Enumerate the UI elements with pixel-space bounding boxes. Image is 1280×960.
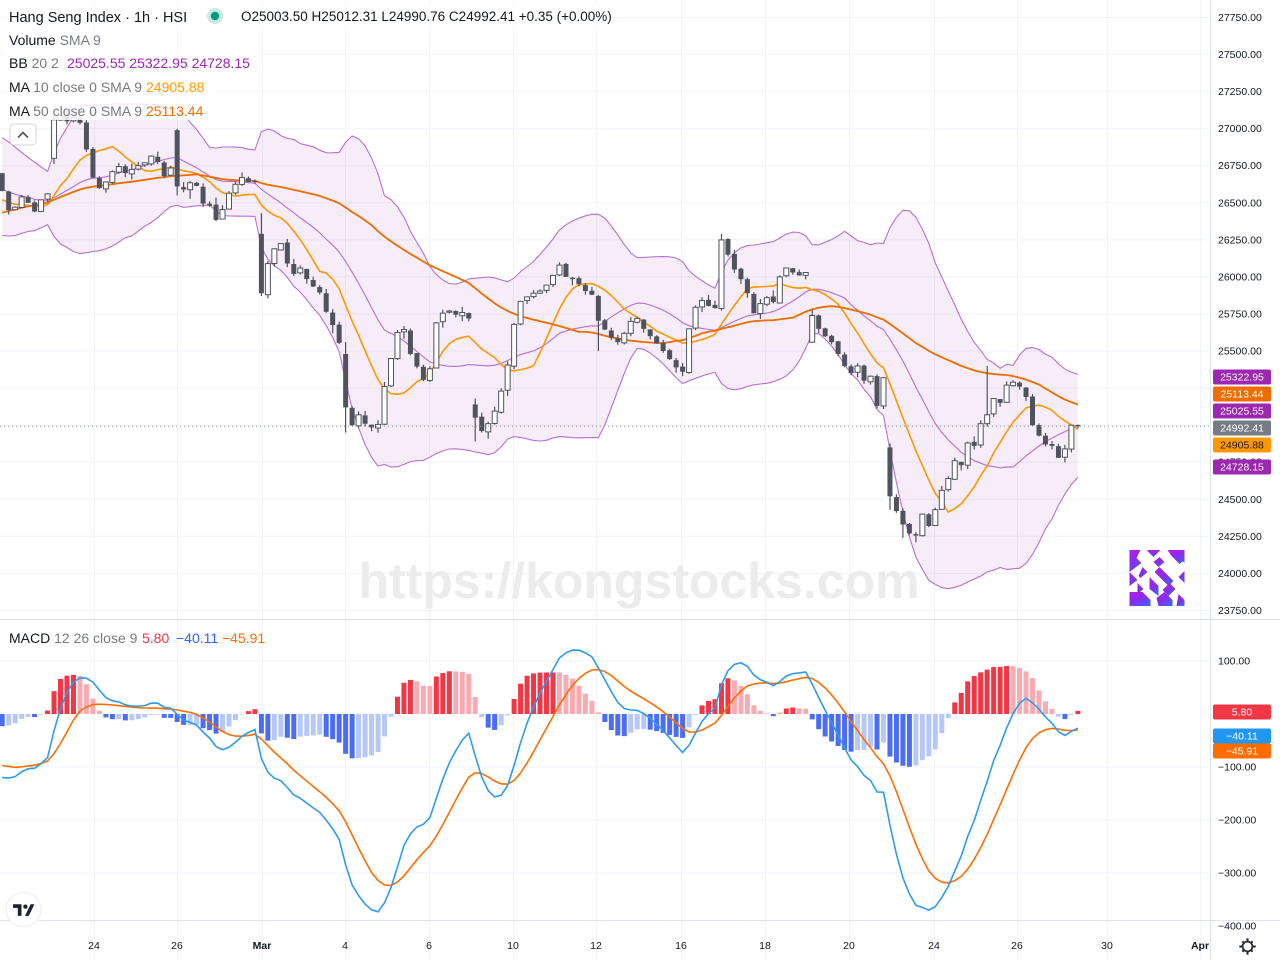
svg-text:5.80: 5.80 [142, 630, 169, 646]
svg-text:−45.91: −45.91 [222, 630, 265, 646]
svg-text:O25003.50 H25012.31 L24990.76: O25003.50 H25012.31 L24990.76 C24992.41 … [241, 9, 612, 24]
svg-text:24: 24 [88, 940, 100, 952]
svg-text:−40.11: −40.11 [1226, 731, 1258, 743]
svg-text:25113.44: 25113.44 [146, 103, 204, 119]
svg-text:26500.00: 26500.00 [1218, 197, 1262, 209]
svg-text:23750.00: 23750.00 [1218, 605, 1262, 617]
svg-text:25113.44: 25113.44 [1220, 389, 1263, 401]
svg-text:Hang Seng Index · 1h · HSI: Hang Seng Index · 1h · HSI [9, 10, 187, 26]
svg-text:27000.00: 27000.00 [1218, 123, 1262, 135]
svg-text:−100.00: −100.00 [1218, 762, 1256, 774]
svg-text:MA 10 close 0 SMA 9: MA 10 close 0 SMA 9 [9, 79, 142, 95]
svg-text:Mar: Mar [253, 940, 272, 952]
svg-text:https://kongstocks.com: https://kongstocks.com [358, 553, 919, 609]
svg-text:27250.00: 27250.00 [1218, 86, 1262, 98]
svg-text:16: 16 [675, 940, 687, 952]
svg-text:−300.00: −300.00 [1218, 868, 1256, 880]
svg-text:24000.00: 24000.00 [1218, 568, 1262, 580]
svg-text:−40.11: −40.11 [176, 630, 218, 646]
svg-text:−200.00: −200.00 [1218, 815, 1256, 827]
svg-text:24905.88: 24905.88 [146, 79, 205, 95]
svg-text:25025.55 25322.95 24728.15: 25025.55 25322.95 24728.15 [67, 55, 250, 71]
svg-text:−45.91: −45.91 [1226, 746, 1259, 758]
svg-text:100.00: 100.00 [1218, 656, 1250, 668]
svg-text:24992.41: 24992.41 [1220, 423, 1264, 435]
svg-text:26250.00: 26250.00 [1218, 234, 1262, 246]
svg-text:−400.00: −400.00 [1218, 921, 1256, 933]
svg-text:MA 50 close 0 SMA 9: MA 50 close 0 SMA 9 [9, 103, 142, 119]
svg-text:5.80: 5.80 [1232, 707, 1253, 719]
svg-text:27750.00: 27750.00 [1218, 12, 1262, 24]
svg-text:24905.88: 24905.88 [1220, 440, 1264, 452]
svg-text:30: 30 [1101, 940, 1113, 952]
svg-text:Volume SMA 9: Volume SMA 9 [9, 32, 101, 48]
svg-text:10: 10 [507, 940, 519, 952]
svg-text:27500.00: 27500.00 [1218, 49, 1262, 61]
svg-text:24250.00: 24250.00 [1218, 531, 1262, 543]
svg-text:6: 6 [426, 940, 432, 952]
svg-text:26750.00: 26750.00 [1218, 160, 1262, 172]
svg-text:BB 20 2: BB 20 2 [9, 55, 59, 71]
svg-text:25025.55: 25025.55 [1220, 406, 1264, 418]
svg-text:26: 26 [171, 940, 183, 952]
svg-text:4: 4 [342, 940, 348, 952]
svg-text:26000.00: 26000.00 [1218, 271, 1262, 283]
svg-text:24: 24 [928, 940, 940, 952]
svg-text:25750.00: 25750.00 [1218, 309, 1262, 321]
svg-text:26: 26 [1011, 940, 1023, 952]
svg-text:24500.00: 24500.00 [1218, 494, 1262, 506]
svg-text:18: 18 [759, 940, 771, 952]
svg-text:25322.95: 25322.95 [1220, 372, 1264, 384]
svg-text:Apr: Apr [1191, 940, 1209, 952]
svg-text:12: 12 [590, 940, 602, 952]
svg-text:MACD 12 26 close 9: MACD 12 26 close 9 [9, 630, 138, 646]
svg-text:20: 20 [843, 940, 855, 952]
svg-text:25500.00: 25500.00 [1218, 346, 1262, 358]
svg-text:24728.15: 24728.15 [1220, 462, 1264, 474]
